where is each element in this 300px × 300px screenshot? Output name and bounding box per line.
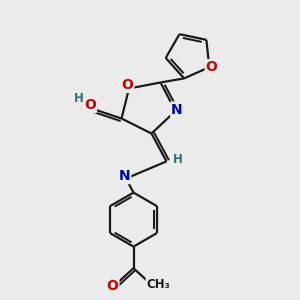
- Text: H: H: [74, 92, 84, 105]
- Text: N: N: [119, 169, 130, 183]
- Text: CH₃: CH₃: [146, 278, 170, 291]
- Text: O: O: [122, 78, 134, 92]
- Text: O: O: [206, 60, 218, 74]
- Text: O: O: [106, 279, 119, 292]
- Text: O: O: [84, 98, 96, 112]
- Text: H: H: [173, 153, 183, 167]
- Text: N: N: [171, 103, 183, 116]
